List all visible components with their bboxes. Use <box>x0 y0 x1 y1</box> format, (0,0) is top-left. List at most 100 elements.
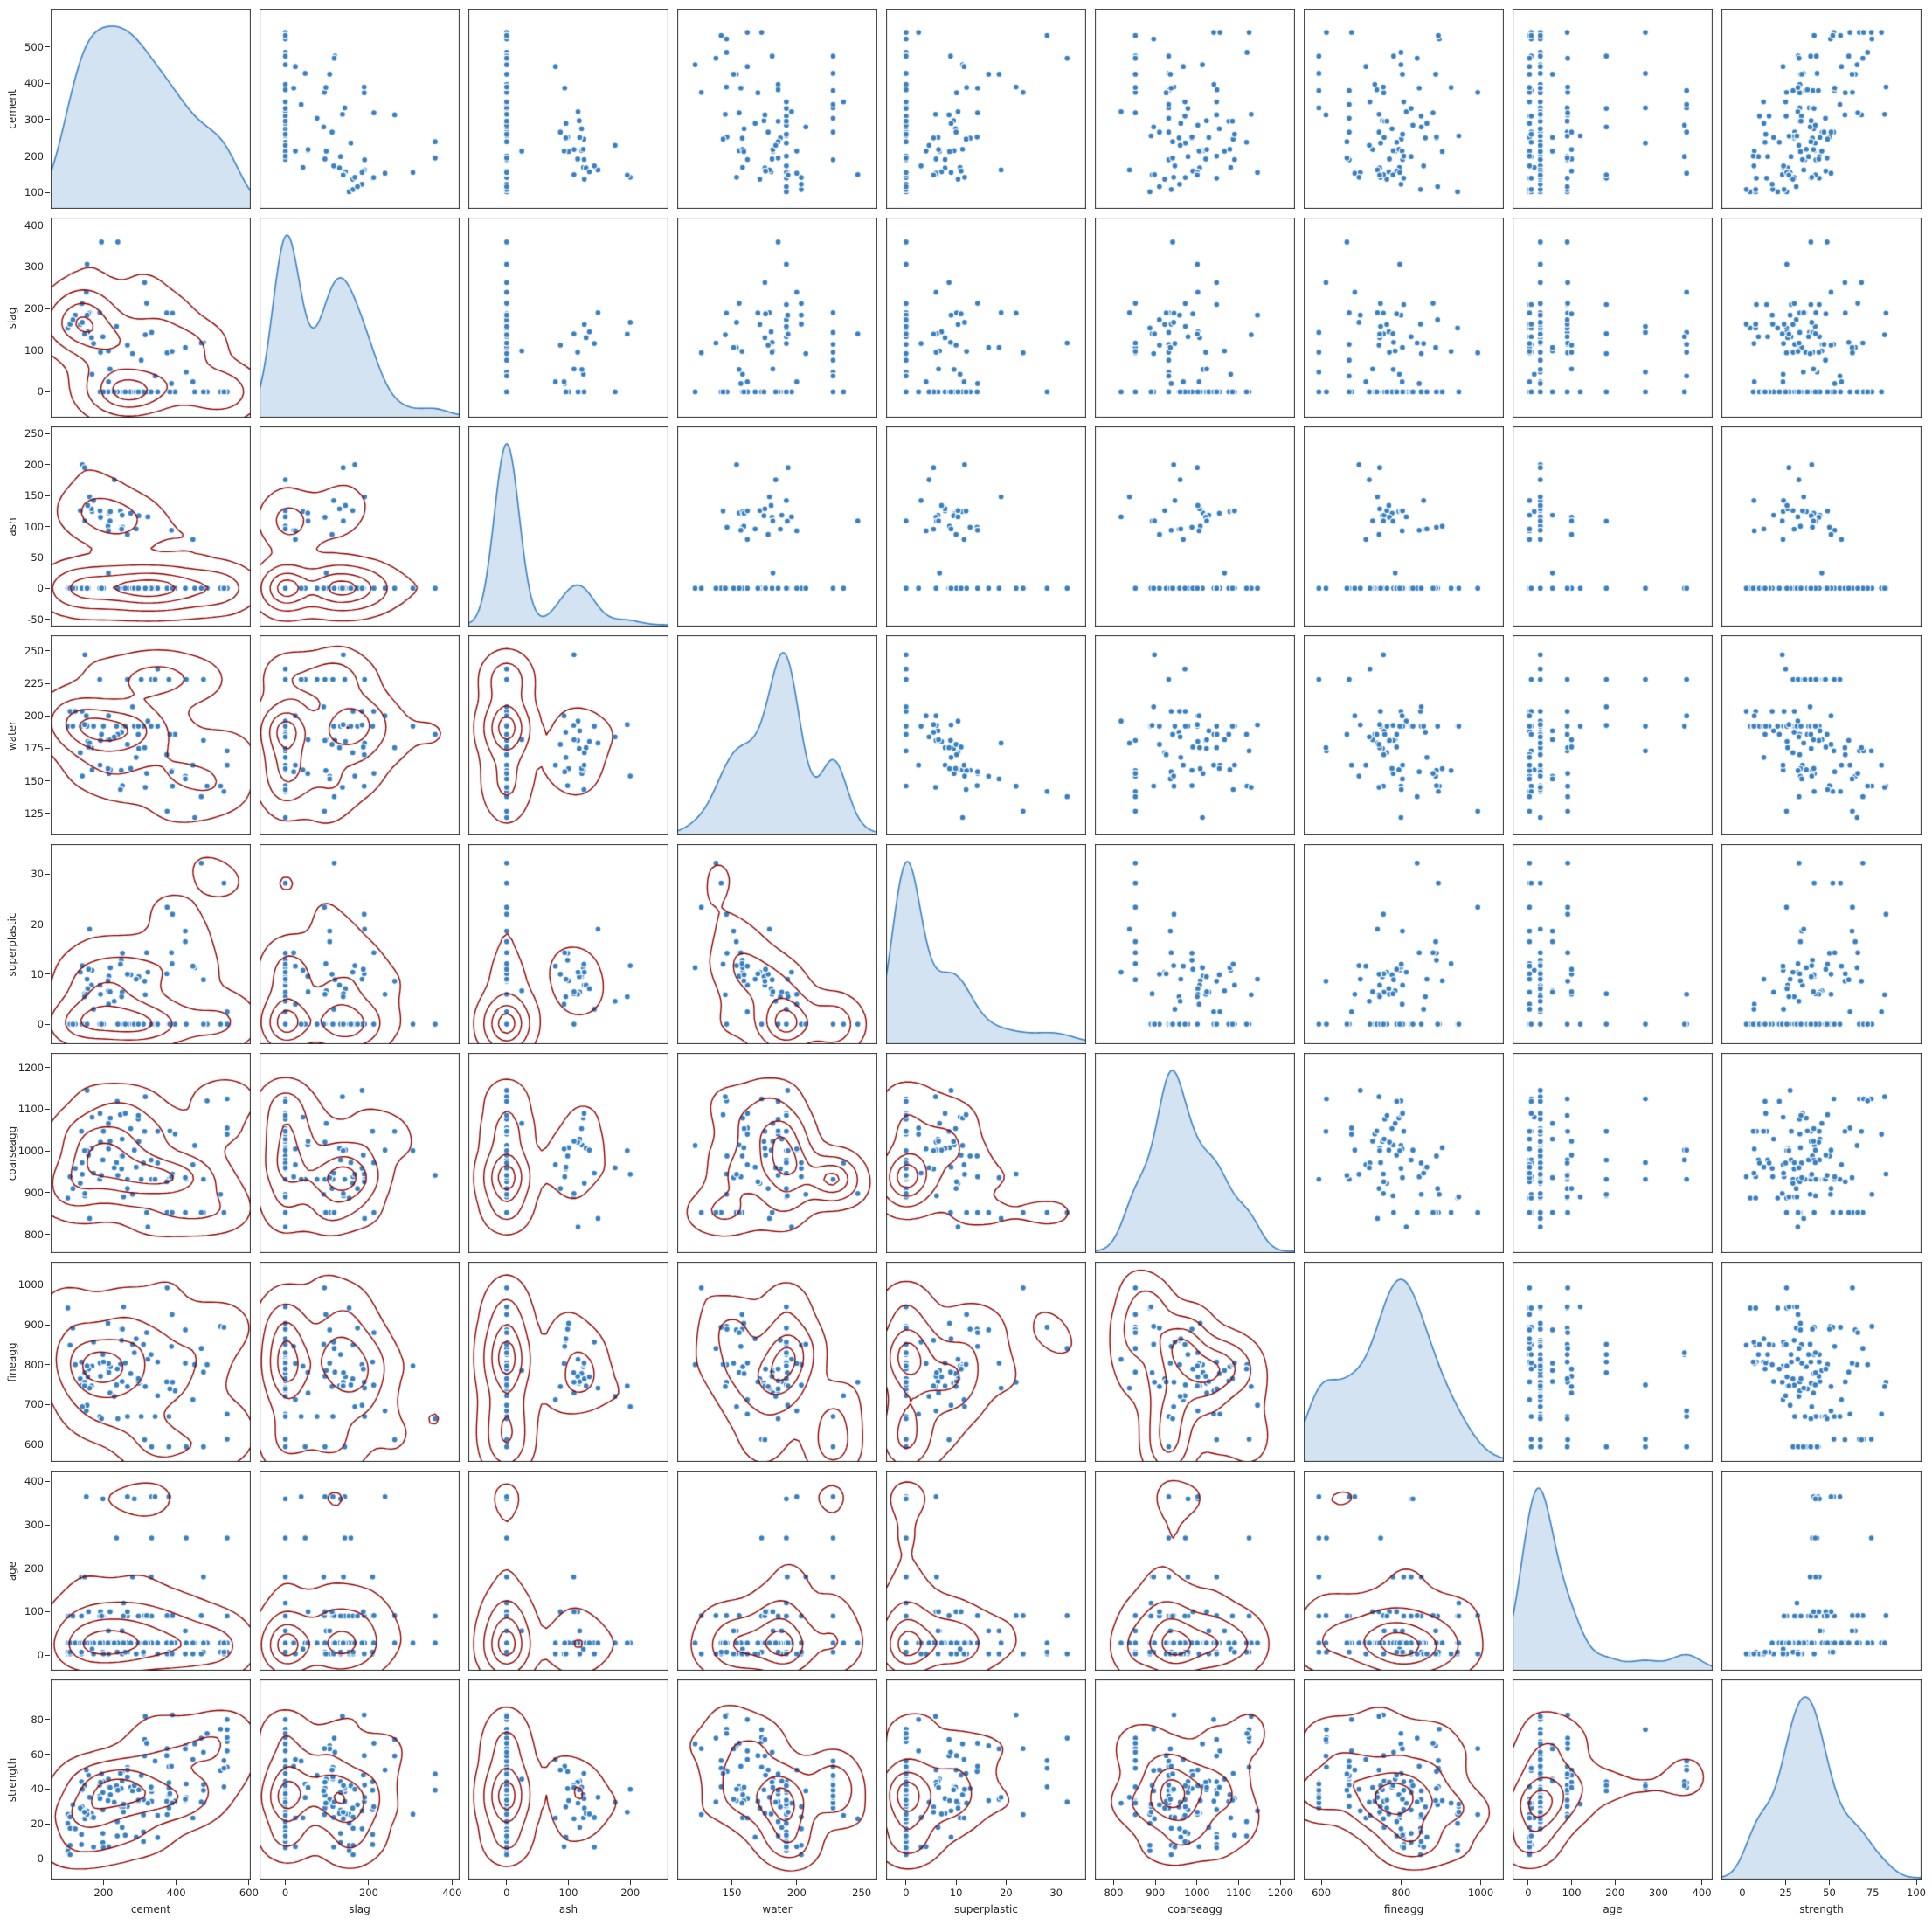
x-tick-label: 0 <box>281 1887 289 1899</box>
x-tick-mark <box>285 1880 287 1885</box>
subplot-slag-vs-coarseagg <box>1095 218 1295 418</box>
y-tick-mark <box>45 308 50 309</box>
y-tick-mark <box>45 1823 50 1825</box>
subplot-fineagg-vs-water <box>677 1262 877 1462</box>
y-tick-mark <box>45 1403 50 1405</box>
subplot-cement-vs-coarseagg <box>1095 9 1295 209</box>
x-tick-label: 200 <box>93 1887 114 1899</box>
x-axis-label-ash: ash <box>558 1903 578 1915</box>
y-tick-label: 400 <box>24 77 44 90</box>
x-tick-label: 200 <box>359 1887 378 1899</box>
subplot-fineagg-vs-age <box>1513 1262 1713 1462</box>
y-tick-label: 300 <box>24 260 44 274</box>
x-tick-mark <box>1785 1880 1787 1885</box>
x-tick-label: 1000 <box>1184 1887 1210 1899</box>
y-tick-label: 500 <box>24 40 44 53</box>
y-tick-label: 125 <box>24 807 44 820</box>
subplot-fineagg-vs-strength <box>1721 1262 1922 1462</box>
subplot-ash-vs-age <box>1513 426 1713 627</box>
y-tick-mark <box>45 813 50 814</box>
y-tick-label: 0 <box>37 385 44 398</box>
y-tick-label: 50 <box>31 551 44 564</box>
y-tick-label: 0 <box>37 1852 44 1866</box>
y-axis-label-water: water <box>6 720 18 751</box>
subplot-age-vs-strength <box>1721 1471 1922 1671</box>
subplot-superplastic-vs-ash <box>468 844 668 1044</box>
x-tick-mark <box>1238 1880 1240 1885</box>
subplot-strength-vs-coarseagg <box>1095 1679 1295 1880</box>
y-tick-mark <box>45 973 50 975</box>
subplot-strength-vs-cement <box>51 1679 251 1880</box>
y-tick-label: 900 <box>24 1186 44 1199</box>
x-tick-mark <box>629 1880 631 1885</box>
subplot-coarseagg-vs-fineagg <box>1304 1053 1504 1253</box>
y-tick-label: 600 <box>24 1437 44 1451</box>
y-tick-mark <box>45 526 50 527</box>
x-tick-mark <box>1571 1880 1573 1885</box>
y-tick-label: 150 <box>24 774 44 787</box>
x-tick-mark <box>1400 1880 1402 1885</box>
x-tick-mark <box>905 1880 907 1885</box>
y-tick-label: 200 <box>24 458 44 471</box>
y-tick-mark <box>45 1324 50 1326</box>
y-tick-label: 20 <box>31 918 44 931</box>
subplot-fineagg-vs-superplastic <box>886 1262 1086 1462</box>
subplot-strength-vs-age <box>1513 1679 1713 1880</box>
subplot-coarseagg-vs-slag <box>260 1053 460 1253</box>
y-tick-label: 700 <box>24 1398 44 1411</box>
y-tick-mark <box>45 1108 50 1110</box>
x-tick-label: 150 <box>722 1887 742 1899</box>
x-tick-mark <box>451 1880 453 1885</box>
subplot-cement-vs-slag <box>260 9 460 209</box>
x-axis-label-coarseagg: coarseagg <box>1167 1903 1222 1915</box>
y-axis-label-age: age <box>6 1561 18 1581</box>
x-axis-label-water: water <box>762 1903 793 1915</box>
y-tick-label: 800 <box>24 1228 44 1241</box>
x-tick-mark <box>1701 1880 1703 1885</box>
x-tick-label: 200 <box>1605 1887 1625 1899</box>
subplot-age-vs-coarseagg <box>1095 1471 1295 1671</box>
subplot-superplastic-vs-cement <box>51 844 251 1044</box>
y-tick-mark <box>45 119 50 121</box>
subplot-ash-vs-water <box>677 426 877 627</box>
x-tick-mark <box>1915 1880 1917 1885</box>
x-tick-label: 800 <box>1391 1887 1411 1899</box>
subplot-slag-vs-cement <box>51 218 251 418</box>
subplot-coarseagg-vs-superplastic <box>886 1053 1086 1253</box>
subplot-strength-vs-fineagg <box>1304 1679 1504 1880</box>
y-tick-mark <box>45 1067 50 1069</box>
y-tick-label: 400 <box>24 218 44 232</box>
x-tick-mark <box>102 1880 104 1885</box>
y-tick-label: 250 <box>24 427 44 440</box>
y-tick-label: 1200 <box>17 1061 44 1074</box>
x-tick-mark <box>1154 1880 1156 1885</box>
y-tick-label: 0 <box>37 582 44 595</box>
x-tick-mark <box>1480 1880 1482 1885</box>
x-tick-mark <box>1614 1880 1616 1885</box>
y-tick-mark <box>45 619 50 620</box>
y-tick-mark <box>45 1788 50 1790</box>
x-axis-label-strength: strength <box>1799 1903 1844 1915</box>
y-tick-mark <box>45 650 50 652</box>
x-tick-mark <box>568 1880 569 1885</box>
y-tick-label: 400 <box>24 1475 44 1488</box>
y-tick-mark <box>45 495 50 496</box>
y-tick-label: 30 <box>31 868 44 881</box>
x-tick-mark <box>1828 1880 1830 1885</box>
y-tick-mark <box>45 1234 50 1236</box>
y-tick-label: 200 <box>24 302 44 315</box>
subplot-cement-vs-ash <box>468 9 668 209</box>
y-axis-label-strength: strength <box>6 1757 18 1802</box>
subplot-fineagg-vs-ash <box>468 1262 668 1462</box>
x-tick-label: 300 <box>1648 1887 1668 1899</box>
y-tick-mark <box>45 191 50 193</box>
subplot-water-vs-superplastic <box>886 635 1086 835</box>
x-axis-label-cement: cement <box>130 1903 171 1915</box>
x-tick-label: 30 <box>1049 1887 1063 1899</box>
x-tick-label: 100 <box>558 1887 578 1899</box>
y-tick-mark <box>45 1150 50 1152</box>
x-tick-label: 200 <box>620 1887 641 1899</box>
x-axis-label-slag: slag <box>349 1903 370 1915</box>
